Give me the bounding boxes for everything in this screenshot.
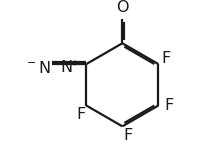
Text: F: F	[76, 107, 85, 122]
Text: $^-$N: $^-$N	[24, 60, 51, 76]
Text: F: F	[164, 98, 173, 113]
Text: O: O	[116, 0, 129, 15]
Text: F: F	[123, 128, 133, 143]
Text: F: F	[161, 51, 171, 66]
Text: $^+$: $^+$	[69, 60, 80, 73]
Text: N: N	[60, 60, 72, 75]
